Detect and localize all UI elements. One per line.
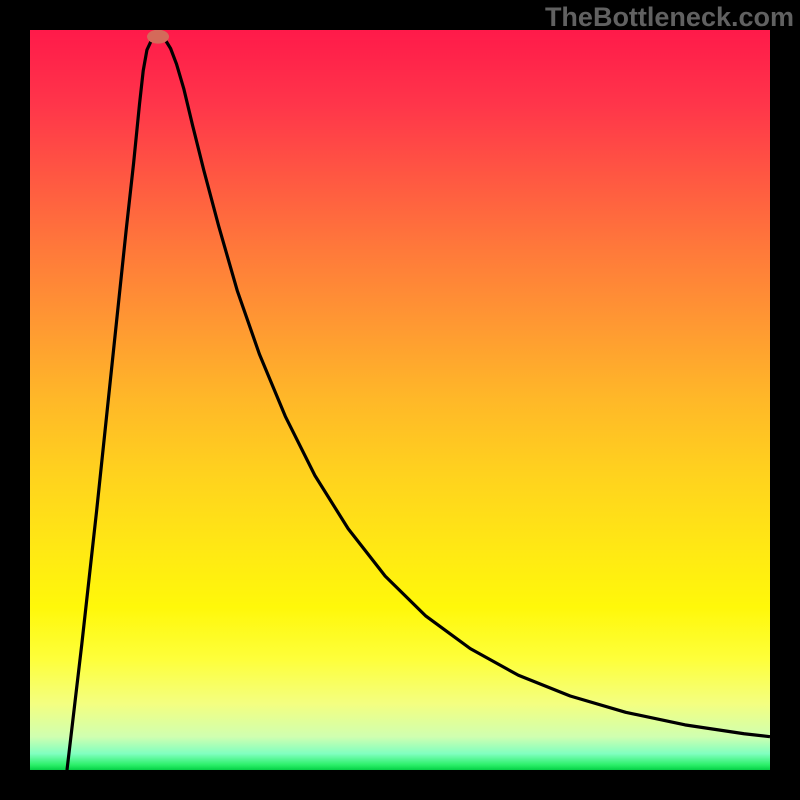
border-bottom xyxy=(0,770,800,800)
min-marker xyxy=(147,30,169,44)
bottleneck-chart xyxy=(0,0,800,800)
border-right xyxy=(770,0,800,800)
chart-container: TheBottleneck.com xyxy=(0,0,800,800)
border-left xyxy=(0,0,30,800)
gradient-background xyxy=(30,30,770,770)
watermark-text: TheBottleneck.com xyxy=(545,2,794,33)
